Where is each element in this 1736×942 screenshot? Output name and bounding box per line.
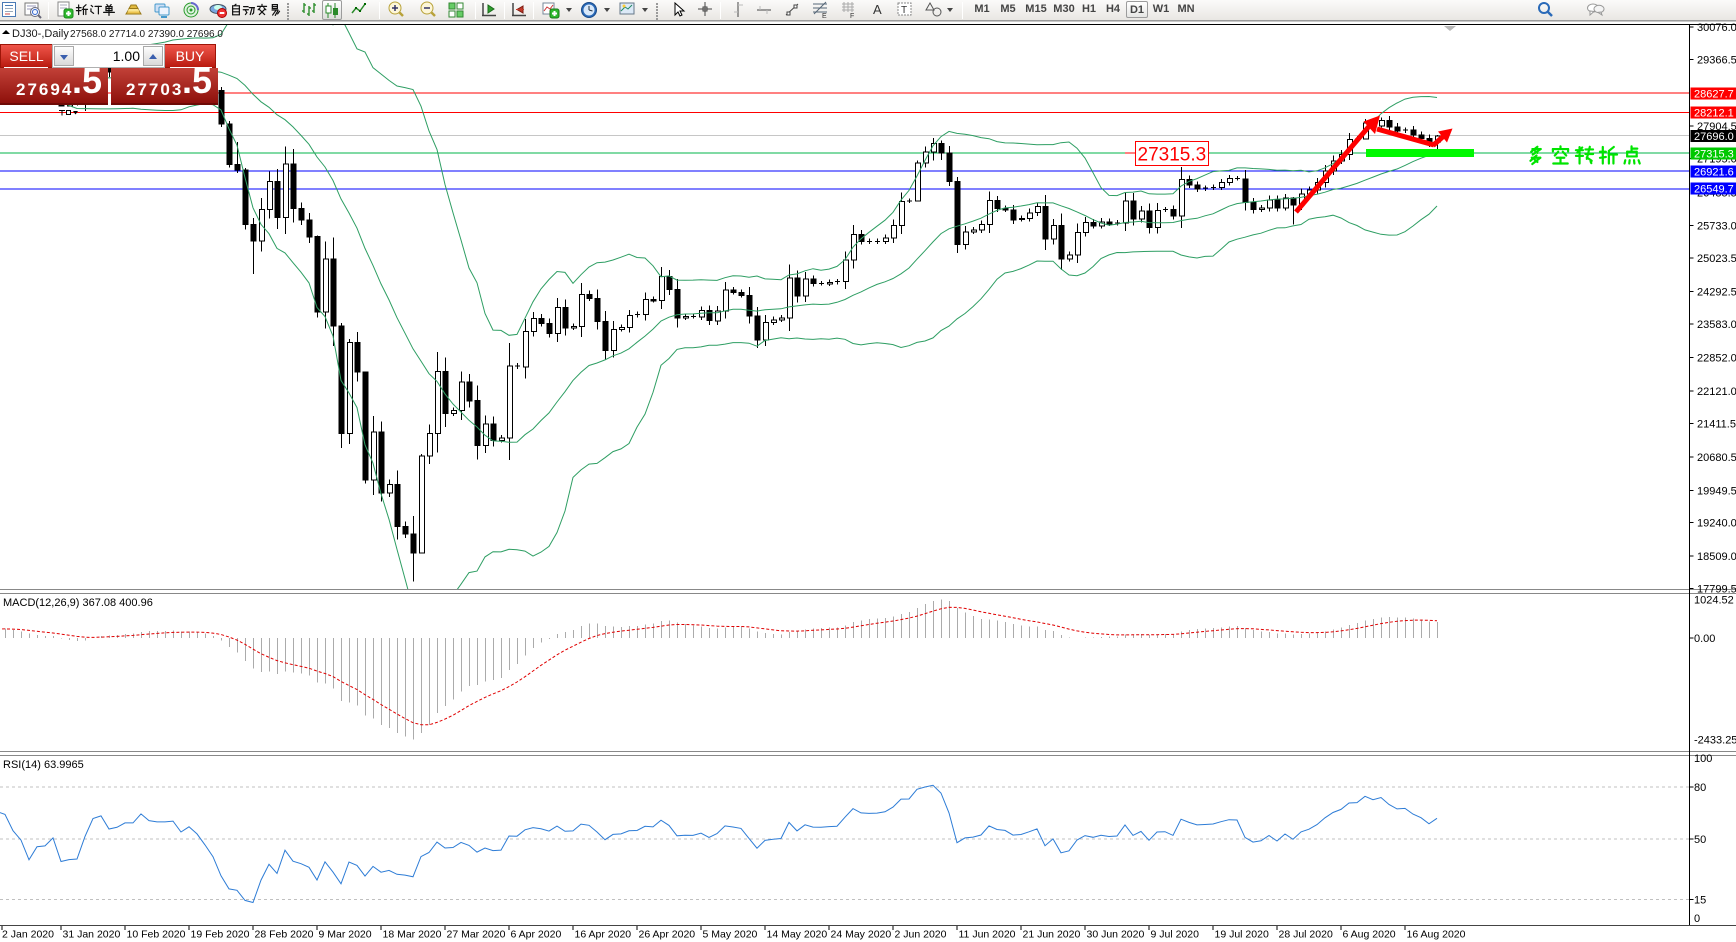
svg-text:28 Feb 2020: 28 Feb 2020 bbox=[255, 929, 314, 941]
svg-text:28 Jul 2020: 28 Jul 2020 bbox=[1279, 929, 1333, 941]
svg-text:A: A bbox=[873, 2, 882, 17]
svg-text:27568.0 27714.0 27390.0 27696.: 27568.0 27714.0 27390.0 27696.0 bbox=[70, 29, 223, 40]
svg-text:15: 15 bbox=[1694, 895, 1706, 907]
svg-text:21411.5: 21411.5 bbox=[1697, 418, 1736, 430]
svg-text:10 Feb 2020: 10 Feb 2020 bbox=[127, 929, 186, 941]
svg-text:2 Jan 2020: 2 Jan 2020 bbox=[2, 929, 54, 941]
svg-text:11 Jun 2020: 11 Jun 2020 bbox=[959, 929, 1016, 941]
svg-text:-2433.25: -2433.25 bbox=[1694, 734, 1736, 746]
svg-text:27696.0: 27696.0 bbox=[1694, 131, 1734, 143]
svg-text:1024.52: 1024.52 bbox=[1694, 595, 1734, 607]
svg-text:2 Jun 2020: 2 Jun 2020 bbox=[895, 929, 947, 941]
svg-text:19 Feb 2020: 19 Feb 2020 bbox=[191, 929, 250, 941]
svg-text:24 May 2020: 24 May 2020 bbox=[831, 929, 892, 941]
svg-text:0: 0 bbox=[1694, 913, 1700, 925]
svg-text:E: E bbox=[822, 13, 827, 20]
svg-text:20680.5: 20680.5 bbox=[1697, 452, 1736, 464]
svg-text:F: F bbox=[850, 13, 854, 20]
svg-text:21 Jun 2020: 21 Jun 2020 bbox=[1023, 929, 1081, 941]
svg-text:9 Mar 2020: 9 Mar 2020 bbox=[319, 929, 372, 941]
svg-text:MACD(12,26,9) 367.08 400.96: MACD(12,26,9) 367.08 400.96 bbox=[3, 597, 153, 609]
svg-text:26921.6: 26921.6 bbox=[1694, 166, 1734, 178]
svg-text:6 Aug 2020: 6 Aug 2020 bbox=[1343, 929, 1396, 941]
svg-text:18 Mar 2020: 18 Mar 2020 bbox=[383, 929, 442, 941]
svg-text:19240.0: 19240.0 bbox=[1697, 518, 1736, 530]
svg-text:17799.5: 17799.5 bbox=[1697, 584, 1736, 596]
svg-text:28627.7: 28627.7 bbox=[1694, 88, 1734, 100]
svg-text:31 Jan 2020: 31 Jan 2020 bbox=[63, 929, 121, 941]
svg-text:16 Aug 2020: 16 Aug 2020 bbox=[1407, 929, 1466, 941]
svg-text:9 Jul 2020: 9 Jul 2020 bbox=[1151, 929, 1200, 941]
svg-text:RSI(14) 63.9965: RSI(14) 63.9965 bbox=[3, 759, 84, 771]
svg-text:30 Jun 2020: 30 Jun 2020 bbox=[1087, 929, 1145, 941]
svg-text:5 May 2020: 5 May 2020 bbox=[703, 929, 758, 941]
svg-text:19 Jul 2020: 19 Jul 2020 bbox=[1215, 929, 1269, 941]
svg-text:18509.0: 18509.0 bbox=[1697, 551, 1736, 563]
svg-text:28212.1: 28212.1 bbox=[1694, 107, 1734, 119]
svg-text:24292.5: 24292.5 bbox=[1697, 287, 1736, 299]
svg-text:29366.5: 29366.5 bbox=[1697, 54, 1736, 66]
svg-text:22852.0: 22852.0 bbox=[1697, 352, 1736, 364]
svg-text:16 Apr 2020: 16 Apr 2020 bbox=[575, 929, 632, 941]
svg-text:19949.5: 19949.5 bbox=[1697, 485, 1736, 497]
svg-text:25733.0: 25733.0 bbox=[1697, 221, 1736, 233]
svg-text:26549.7: 26549.7 bbox=[1694, 183, 1734, 195]
svg-text:27315.3: 27315.3 bbox=[1694, 148, 1734, 160]
svg-text:27315.3: 27315.3 bbox=[1138, 145, 1207, 166]
svg-text:6 Apr 2020: 6 Apr 2020 bbox=[511, 929, 562, 941]
svg-text:22121.0: 22121.0 bbox=[1697, 386, 1736, 398]
svg-text:0.00: 0.00 bbox=[1694, 633, 1715, 645]
svg-text:26 Apr 2020: 26 Apr 2020 bbox=[639, 929, 696, 941]
svg-text:DJ30-,Daily: DJ30-,Daily bbox=[12, 28, 69, 40]
svg-text:23583.0: 23583.0 bbox=[1697, 319, 1736, 331]
svg-text:80: 80 bbox=[1694, 782, 1706, 794]
svg-text:25023.5: 25023.5 bbox=[1697, 253, 1736, 265]
svg-text:T: T bbox=[901, 5, 907, 16]
svg-text:27 Mar 2020: 27 Mar 2020 bbox=[447, 929, 506, 941]
svg-text:14 May 2020: 14 May 2020 bbox=[767, 929, 828, 941]
svg-text:30076.0: 30076.0 bbox=[1697, 23, 1736, 34]
svg-text:100: 100 bbox=[1694, 753, 1712, 765]
svg-text:50: 50 bbox=[1694, 834, 1706, 846]
